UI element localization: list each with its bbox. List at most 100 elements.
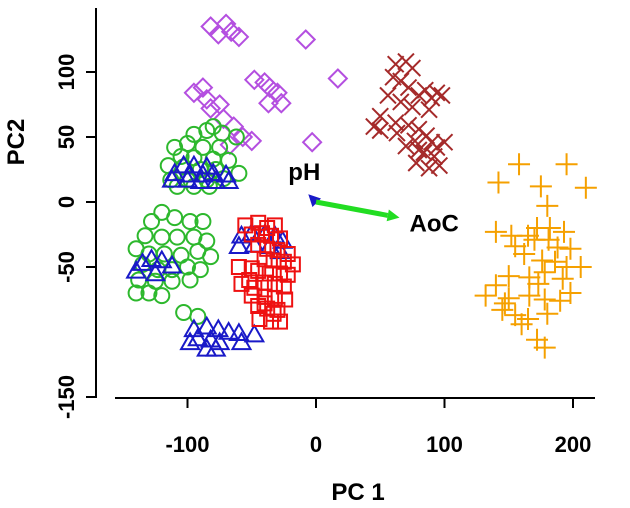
square-point <box>246 279 263 296</box>
square-point <box>233 275 250 292</box>
plus-point <box>508 153 531 176</box>
plus-point <box>533 261 556 284</box>
circle-point <box>175 304 193 321</box>
x-point <box>420 100 438 119</box>
square-point <box>230 259 247 275</box>
triangle-point <box>202 162 224 182</box>
x-point <box>433 86 451 105</box>
diamond-point <box>220 21 242 43</box>
x-point <box>422 89 441 107</box>
plus-point <box>529 175 552 198</box>
circle-point <box>127 284 145 302</box>
x-point <box>415 143 433 162</box>
y-tick-label: 100 <box>54 54 79 91</box>
x-point <box>388 124 406 142</box>
x-point <box>392 93 410 111</box>
x-tick-label: -100 <box>165 432 209 457</box>
circle-point <box>198 232 216 250</box>
diamond-point <box>295 29 317 50</box>
triangle-point <box>205 170 227 189</box>
x-point <box>397 137 415 155</box>
circle-point <box>194 213 212 230</box>
circle-point <box>220 151 238 169</box>
plus-point <box>546 236 569 259</box>
circle-point <box>227 128 245 146</box>
diamond-point <box>200 97 222 119</box>
x-tick-label: 200 <box>555 432 592 457</box>
plus-point <box>504 304 527 327</box>
triangle-point <box>179 331 201 351</box>
circle-point <box>191 261 209 279</box>
loading-arrow-shaft <box>315 199 389 218</box>
loading-arrows: pH AoC <box>288 159 459 237</box>
triangle-point <box>161 168 183 188</box>
diamond-point <box>207 23 229 45</box>
square-point <box>254 225 271 242</box>
circle-point <box>172 148 190 165</box>
x-point <box>399 116 418 135</box>
diamond-point <box>327 68 349 89</box>
plus-point <box>497 265 520 288</box>
plus-point <box>533 336 556 359</box>
plus-point <box>559 282 582 304</box>
circle-point <box>194 138 212 156</box>
diamond-point <box>183 82 205 104</box>
plus-point <box>544 250 567 273</box>
plus-point <box>484 220 507 243</box>
x-point <box>379 86 397 105</box>
x-ticks: -100 0 100 200 <box>165 398 591 457</box>
triangle-point <box>217 320 240 340</box>
circle-point <box>155 245 173 263</box>
y-tick-label: -150 <box>54 375 79 419</box>
diamond-point <box>213 108 234 130</box>
triangle-point <box>140 248 163 267</box>
diamond-point <box>228 26 250 48</box>
circle-point <box>140 284 158 302</box>
plus-point <box>493 292 516 315</box>
x-point <box>410 141 428 159</box>
triangle-point <box>144 262 167 282</box>
plus-point <box>474 284 497 307</box>
circle-point <box>163 272 181 290</box>
x-point <box>406 132 424 150</box>
triangle-point <box>205 337 227 357</box>
circle-point <box>166 209 184 227</box>
circle-point <box>136 227 154 245</box>
triangle-point <box>217 170 240 189</box>
square-point <box>261 265 278 282</box>
x-tick-label: 0 <box>310 432 322 457</box>
triangle-point <box>125 259 147 279</box>
plus-point <box>513 243 536 265</box>
y-ticks: -150 -50 0 50 100 <box>54 54 96 419</box>
x-point <box>403 59 422 77</box>
plus-point <box>487 171 510 194</box>
triangle-point <box>196 315 218 335</box>
x-tick-label: 100 <box>426 432 463 457</box>
axes <box>95 8 595 399</box>
triangle-point <box>161 254 183 274</box>
diamond-point <box>258 92 279 114</box>
x-point <box>399 78 418 97</box>
arrow-label: AoC <box>410 211 459 238</box>
circle-point <box>168 228 186 246</box>
loading-arrow-head <box>386 209 400 222</box>
square-point <box>272 230 289 247</box>
square-point <box>265 305 282 322</box>
diamond-point <box>196 88 218 110</box>
arrow-label: pH <box>288 159 320 186</box>
circle-point <box>179 258 196 276</box>
plus-point <box>517 308 540 330</box>
triangle-point <box>172 154 195 174</box>
plus-point <box>559 237 582 260</box>
square-point <box>256 295 273 312</box>
plus-point <box>518 284 541 307</box>
triangle-point <box>230 331 253 351</box>
diamond-point <box>270 92 292 114</box>
plus-point <box>536 302 559 325</box>
diamond-point <box>241 130 263 152</box>
diamond-point <box>192 77 214 99</box>
triangle-point <box>151 249 173 269</box>
plus-point <box>531 249 554 272</box>
square-point <box>279 266 296 283</box>
